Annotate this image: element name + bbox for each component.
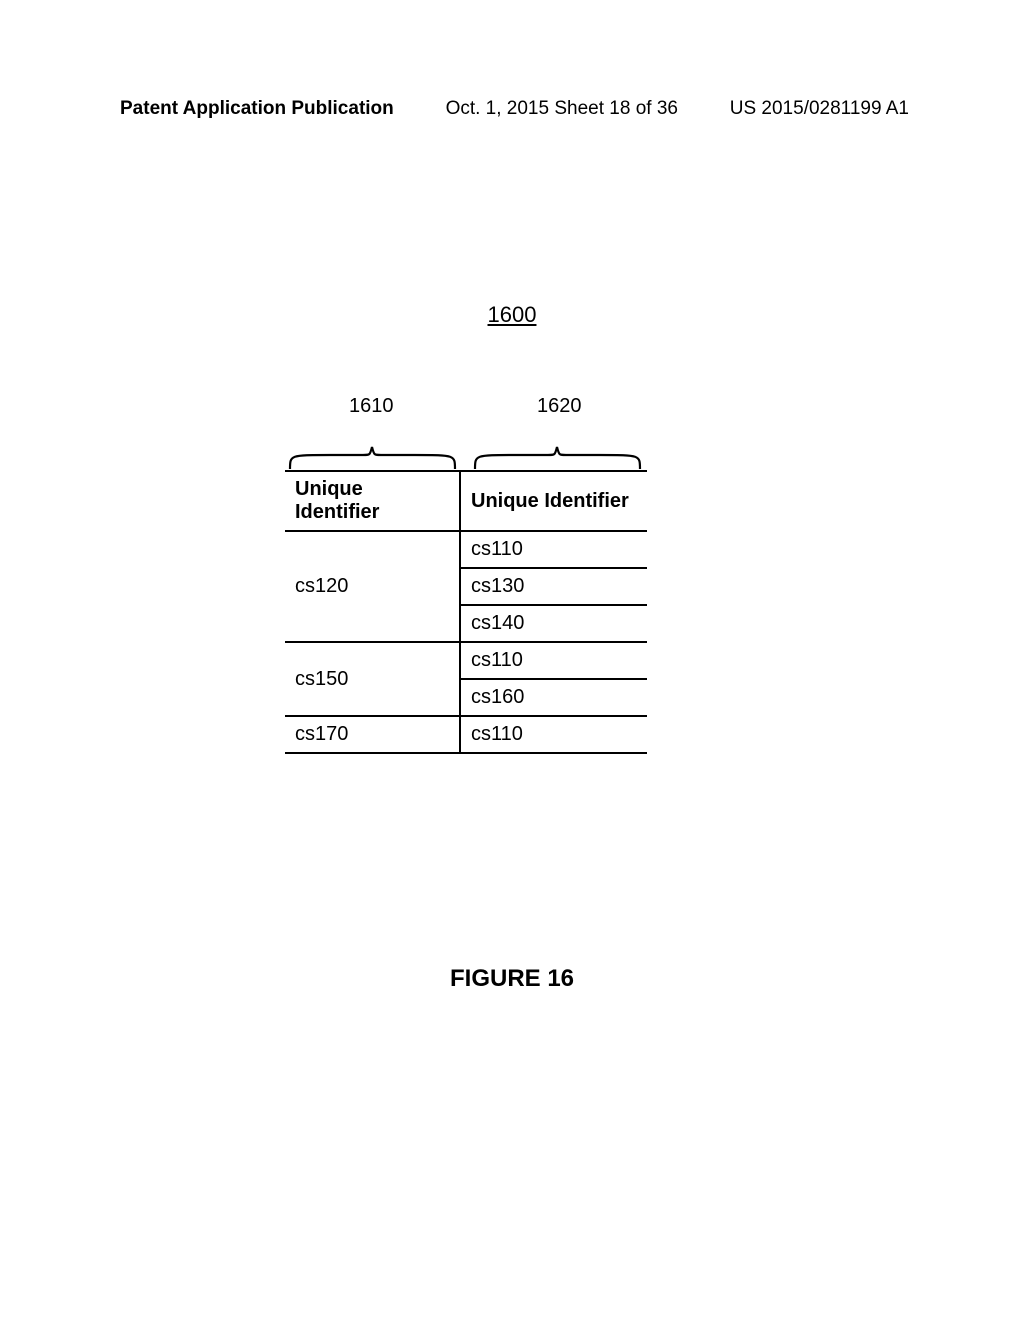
cell-right: cs160 bbox=[460, 679, 647, 716]
brace-icon bbox=[285, 419, 460, 469]
table-header-row: Unique Identifier Unique Identifier bbox=[285, 471, 647, 531]
header-date-sheet: Oct. 1, 2015 Sheet 18 of 36 bbox=[446, 98, 678, 120]
figure-caption: FIGURE 16 bbox=[0, 965, 1024, 993]
brace-icon bbox=[470, 419, 645, 469]
cell-right: cs110 bbox=[460, 716, 647, 753]
table-row: cs150 cs110 bbox=[285, 642, 647, 679]
col-header-2: Unique Identifier bbox=[460, 471, 647, 531]
cell-left: cs170 bbox=[285, 716, 460, 753]
patent-page: Patent Application Publication Oct. 1, 2… bbox=[0, 0, 1024, 1320]
cell-left: cs150 bbox=[285, 642, 460, 716]
header-publication-number: US 2015/0281199 A1 bbox=[730, 98, 909, 120]
column-label-1: 1610 bbox=[349, 395, 394, 418]
cell-right: cs110 bbox=[460, 642, 647, 679]
cell-right: cs140 bbox=[460, 605, 647, 642]
header-publication: Patent Application Publication bbox=[120, 98, 394, 120]
column-label-2: 1620 bbox=[537, 395, 582, 418]
figure-reference-number: 1600 bbox=[0, 302, 1024, 328]
identifier-table-wrap: Unique Identifier Unique Identifier cs12… bbox=[285, 470, 647, 754]
table-row: cs120 cs110 bbox=[285, 531, 647, 568]
column-callouts: 1610 1620 bbox=[285, 395, 647, 475]
page-header: Patent Application Publication Oct. 1, 2… bbox=[0, 98, 1024, 120]
cell-left: cs120 bbox=[285, 531, 460, 642]
cell-right: cs110 bbox=[460, 531, 647, 568]
identifier-table: Unique Identifier Unique Identifier cs12… bbox=[285, 470, 647, 754]
table-row: cs170 cs110 bbox=[285, 716, 647, 753]
col-header-1: Unique Identifier bbox=[285, 471, 460, 531]
cell-right: cs130 bbox=[460, 568, 647, 605]
